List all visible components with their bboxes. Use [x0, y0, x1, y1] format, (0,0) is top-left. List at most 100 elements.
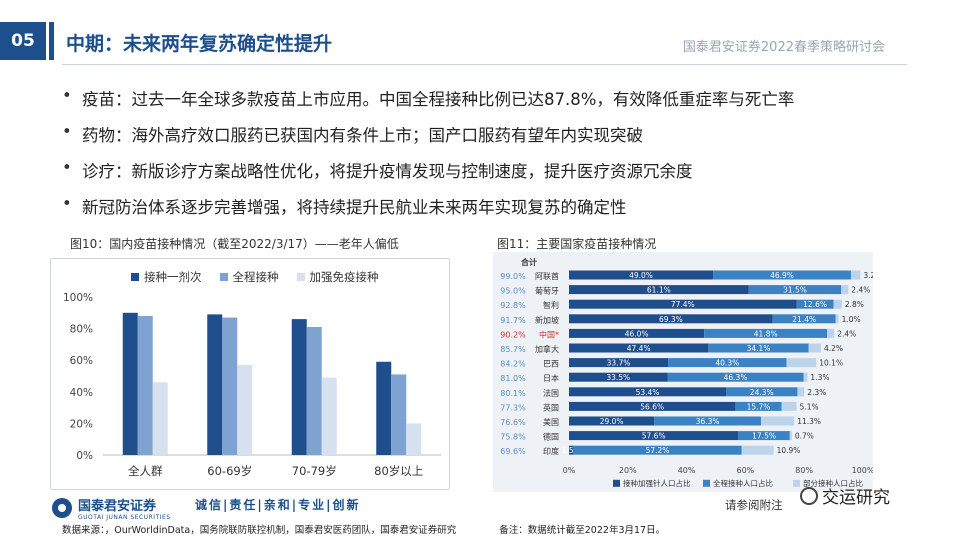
segment-label: 1.0% [842, 315, 861, 324]
bar-3 [406, 423, 422, 455]
stack-segment-3 [781, 401, 797, 411]
y-tick-label: 80% [70, 324, 93, 336]
segment-label: 3.2% [863, 271, 873, 280]
wechat-icon [800, 486, 818, 505]
chart1-frame: 接种一剂次 全程接种 加强免疫接种 0% 20% 40% 60% 80% 100% 全人群 6… [50, 258, 450, 490]
legend-item: 加强免疫接种 [296, 269, 379, 285]
segment-label: 33.5% [606, 373, 630, 382]
slogan: 诚信|责任|亲和|专业|创新 [195, 498, 361, 512]
header-accent-bar [49, 22, 54, 60]
legend-label: 接种一剂次 [144, 270, 202, 284]
stack-segment-2 [654, 416, 761, 426]
segment-label: 10.9% [777, 446, 801, 455]
segment-label: 41.8% [754, 329, 778, 338]
country-label: 巴西 [543, 360, 559, 369]
stack-segment-1 [569, 358, 669, 368]
bullet-text: 诊疗：新版诊疗方案战略性优化，将提升疫情发现与控制速度，提升医疗资源冗余度 [82, 162, 693, 181]
country-label: 阿联酋 [535, 271, 559, 281]
stack-segment-2 [735, 401, 782, 411]
segment-label: 17.5% [752, 432, 776, 441]
stack-segment-3 [786, 358, 817, 368]
stack-segment-1 [569, 299, 797, 309]
logo-mark-icon [52, 498, 72, 518]
x-tick-label: 100% [852, 466, 873, 475]
watermark: 交运研究 [800, 483, 890, 508]
segment-label: 33.7% [607, 359, 631, 368]
x-category-label: 70-79岁 [292, 464, 337, 478]
segment-label: 40.3% [715, 359, 739, 368]
total-value: 84.2% [500, 360, 526, 369]
country-label: 印度 [543, 446, 559, 456]
stack-segment-1 [569, 416, 655, 426]
total-value: 75.8% [500, 433, 526, 442]
chart2-svg: 合计 99.0% 阿联酋 49.0% 46.9% 3.2% 95.0% 葡萄牙 61.1% 31.… [500, 257, 873, 488]
chart1-title: 图10：国内疫苗接种情况（截至2022/3/17）——老年人偏低 [70, 237, 399, 251]
chart1-legend: 接种一剂次 全程接种 加强免疫接种 [131, 269, 379, 285]
segment-label: 49.0% [629, 271, 653, 280]
legend-swatch [703, 479, 710, 487]
bar-1 [207, 314, 223, 455]
total-value: 76.6% [500, 418, 526, 427]
x-tick-label: 0% [563, 466, 576, 475]
country-label: 加拿大 [535, 344, 559, 354]
header-org: 国泰君安证券2022春季策略研讨会 [682, 40, 885, 55]
legend-label: 部分接种人口占比 [803, 478, 863, 488]
x-category-label: 全人群 [128, 464, 163, 478]
stack-segment-3 [841, 285, 849, 295]
total-value: 99.0% [500, 272, 526, 281]
segment-label: 36.3% [696, 417, 720, 426]
stack-segment-3 [803, 372, 808, 382]
stack-segment-2 [573, 445, 742, 455]
legend-item: 全程接种 [219, 269, 279, 285]
bullet-item: • 诊疗：新版诊疗方案战略性优化，将提升疫情发现与控制速度，提升医疗资源冗余度 [62, 158, 693, 181]
country-label: 法国 [543, 388, 559, 398]
segment-label: 5.1% [800, 402, 819, 411]
total-value: 90.2% [500, 330, 526, 339]
stack-segment-2 [725, 387, 798, 397]
stack-segment-3 [850, 270, 861, 280]
bar-1 [376, 361, 392, 455]
stack-segment-2 [796, 299, 834, 309]
segment-label: 46.9% [770, 271, 794, 280]
bar-2 [306, 327, 322, 455]
segment-label: 2.8% [845, 300, 864, 309]
stack-segment-3 [789, 431, 792, 441]
total-value: 81.0% [500, 374, 526, 383]
stack-segment-3 [833, 299, 842, 309]
x-tick-label: 60% [737, 466, 755, 475]
chart1-svg: 0% 20% 40% 60% 80% 100% 全人群 60-69岁 70-79岁 80岁以上 [63, 292, 441, 478]
data-remark: 备注：数据统计截至2022年3月17日。 [499, 525, 666, 536]
x-tick-label: 40% [678, 466, 696, 475]
stack-segment-2 [772, 314, 836, 324]
legend-swatch [613, 479, 620, 487]
stack-segment-1 [569, 328, 705, 338]
stack-segment-3 [827, 328, 835, 338]
chart2-title: 图11：主要国家疫苗接种情况 [497, 237, 657, 251]
y-tick-label: 40% [70, 387, 93, 399]
segment-label: 10.1% [819, 359, 843, 368]
bar-1 [122, 312, 138, 455]
segment-label: 29.0% [600, 417, 624, 426]
y-tick-label: 60% [70, 355, 93, 367]
stack-segment-1 [569, 401, 736, 411]
bar-2 [391, 374, 407, 455]
stack-segment-2 [667, 372, 804, 382]
watermark-text: 交运研究 [822, 488, 890, 508]
legend-label: 全程接种 [232, 270, 279, 284]
total-value: 85.7% [500, 345, 526, 354]
segment-label: 11.3% [797, 417, 821, 426]
stack-segment-1 [569, 445, 574, 455]
legend-swatch [219, 273, 228, 281]
bullet-item: • 新冠防治体系逐步完善增强，将持续提升民航业未来两年实现复苏的确定性 [62, 194, 627, 217]
y-tick-label: 0% [76, 450, 93, 462]
stack-segment-3 [760, 416, 795, 426]
stack-segment-2 [704, 328, 828, 338]
country-label: 日本 [543, 373, 559, 383]
bullet-text: 药物：海外高疗效口服药已获国内有条件上市；国产口服药有望年内实现突破 [82, 126, 643, 145]
legend-label: 全程接种人口占比 [713, 478, 773, 488]
stack-segment-1 [569, 343, 709, 353]
country-label: 美国 [543, 417, 559, 427]
legend-label: 接种加强针人口占比 [623, 478, 691, 488]
segment-label: 1.3% [810, 373, 829, 382]
